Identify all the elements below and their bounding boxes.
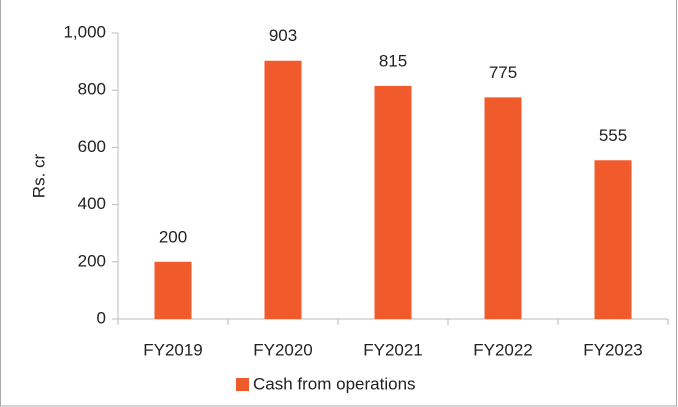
data-label: 775 — [489, 63, 517, 82]
y-tick-label: 200 — [78, 251, 106, 270]
y-tick-label: 0 — [97, 308, 106, 327]
y-tick-label: 1,000 — [63, 22, 106, 41]
x-tick-label: FY2023 — [583, 340, 643, 359]
bar — [484, 97, 522, 319]
bar — [594, 160, 632, 319]
legend-swatch — [236, 378, 249, 391]
bar — [154, 261, 192, 319]
bar — [374, 85, 412, 319]
x-tick-label: FY2022 — [473, 340, 533, 359]
y-tick-label: 600 — [78, 137, 106, 156]
y-tick-label: 400 — [78, 194, 106, 213]
data-label: 555 — [599, 126, 627, 145]
legend-label: Cash from operations — [253, 374, 416, 393]
x-tick-label: FY2020 — [253, 340, 313, 359]
x-tick-label: FY2021 — [363, 340, 423, 359]
data-label: 903 — [269, 26, 297, 45]
data-label: 200 — [159, 227, 187, 246]
x-tick-label: FY2019 — [143, 340, 203, 359]
bar — [264, 60, 302, 319]
y-axis-label: Rs. cr — [29, 153, 48, 198]
y-tick-label: 800 — [78, 80, 106, 99]
data-label: 815 — [379, 51, 407, 70]
